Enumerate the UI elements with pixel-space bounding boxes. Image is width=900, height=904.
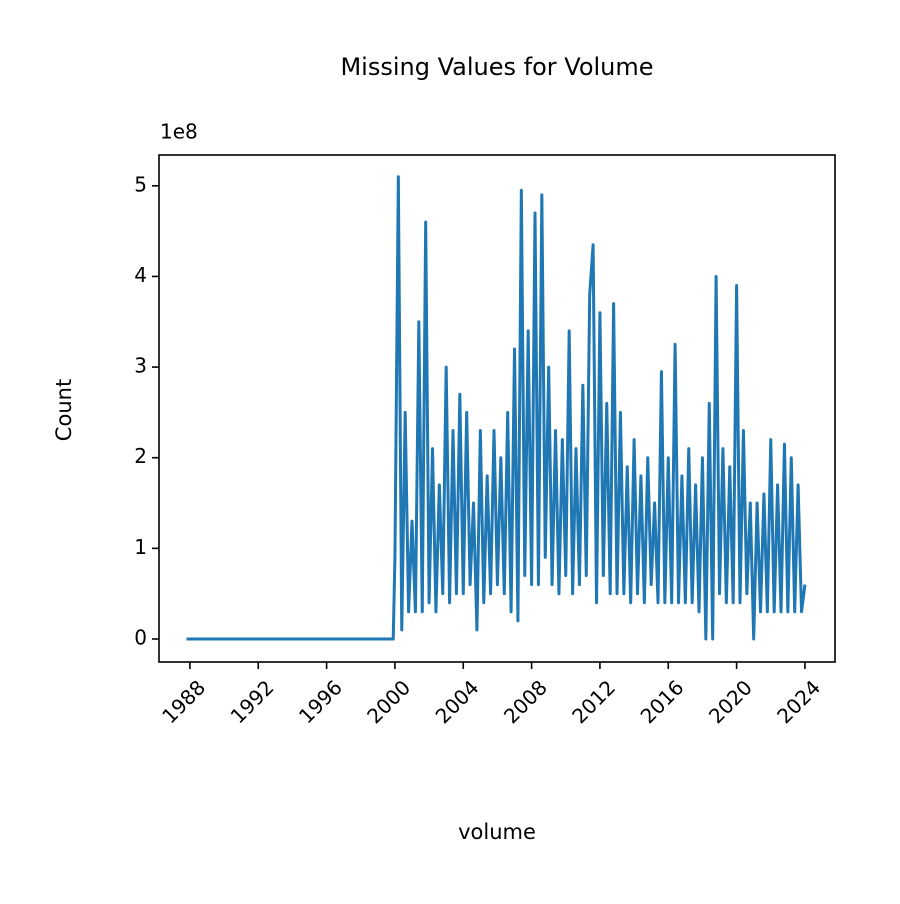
x-tick-label: 1988 [157, 675, 210, 728]
x-tick-label: 2024 [772, 675, 825, 728]
y-tick-label: 2 [134, 444, 147, 468]
x-tick-label: 2020 [704, 675, 757, 728]
x-axis-label: volume [458, 820, 536, 844]
data-line [186, 175, 807, 641]
y-axis-label: Count [52, 379, 76, 441]
y-tick-label: 3 [134, 354, 147, 378]
x-tick-label: 1992 [226, 675, 279, 728]
y-offset-label: 1e8 [160, 120, 198, 144]
x-tick-label: 2012 [567, 675, 620, 728]
y-tick-label: 1 [134, 535, 147, 559]
plot-frame [158, 154, 836, 663]
y-tick-label: 0 [134, 625, 147, 649]
x-tick-label: 2004 [431, 675, 484, 728]
y-tick-label: 4 [134, 263, 147, 287]
x-tick-label: 2016 [636, 675, 689, 728]
y-tick-label: 5 [134, 172, 147, 196]
chart-title: Missing Values for Volume [340, 53, 653, 81]
x-tick-label: 1996 [294, 675, 347, 728]
x-tick-label: 2008 [499, 675, 552, 728]
x-tick-label: 2000 [362, 675, 415, 728]
